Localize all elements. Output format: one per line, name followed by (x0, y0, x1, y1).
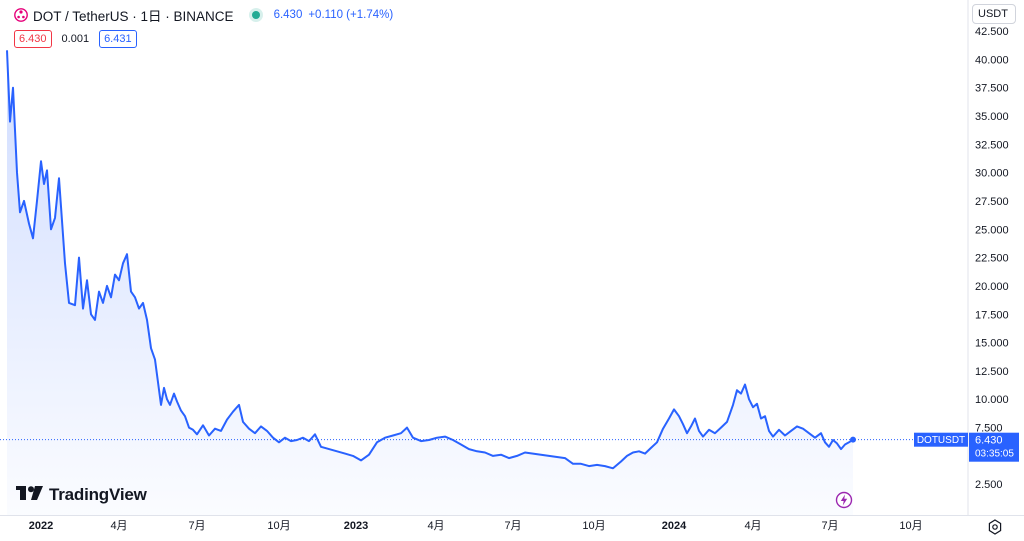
y-tick-label: 42.500 (975, 26, 1009, 38)
price-tag-value: 6.430 (975, 435, 1003, 447)
coin-icon (14, 8, 28, 22)
symbol-header[interactable]: DOT / TetherUS · 1日 · BINANCE 6.430 +0.1… (14, 5, 393, 25)
y-tick-label: 10.000 (975, 394, 1009, 406)
y-tick-label: 15.000 (975, 338, 1009, 350)
price-line (6, 50, 854, 470)
y-tick-label: 7.500 (975, 423, 1003, 435)
quote-bar: 6.430 0.001 6.431 (14, 30, 137, 48)
y-tick-label: 25.000 (975, 224, 1009, 236)
symbol-tag-label: DOTUSDT (917, 435, 965, 446)
x-tick-label: 7月 (188, 520, 205, 532)
symbol-tag (914, 432, 968, 447)
x-tick-label: 2022 (29, 520, 53, 532)
x-tick-label: 2023 (344, 520, 368, 532)
y-tick-label: 27.500 (975, 196, 1009, 208)
price-tag-box (969, 432, 1019, 462)
y-tick-label: 35.000 (975, 111, 1009, 123)
x-tick-label: 4月 (744, 520, 761, 532)
buy-price-button[interactable]: 6.431 (99, 30, 137, 48)
tradingview-logo-icon (16, 485, 43, 505)
x-tick-label: 10月 (899, 520, 922, 532)
y-tick-label: 32.500 (975, 139, 1009, 151)
y-tick-label: 30.000 (975, 168, 1009, 180)
last-price: 6.430 (273, 9, 303, 21)
spread-value: 0.001 (61, 33, 90, 45)
x-tick-label: 4月 (427, 520, 444, 532)
lightning-icon[interactable] (835, 491, 853, 509)
last-price-dot (850, 436, 856, 443)
price-change: +0.110 (+1.74%) (308, 9, 394, 21)
y-tick-label: 20.000 (975, 281, 1009, 293)
x-tick-label: 10月 (582, 520, 605, 532)
price-area (7, 50, 853, 516)
settings-icon[interactable] (986, 518, 1004, 536)
y-tick-label: 17.500 (975, 309, 1009, 321)
sell-price-button[interactable]: 6.430 (14, 30, 52, 48)
market-status-dot (251, 11, 260, 19)
x-tick-label: 7月 (821, 520, 838, 532)
price-tag-countdown: 03:35:05 (975, 449, 1014, 460)
symbol-title[interactable]: DOT / TetherUS · 1日 · BINANCE (33, 9, 234, 24)
y-tick-label: 12.500 (975, 366, 1009, 378)
tradingview-logo-text: TradingView (49, 485, 147, 504)
x-tick-label: 4月 (110, 520, 127, 532)
x-tick-label: 7月 (504, 520, 521, 532)
currency-button[interactable]: USDT (972, 4, 1016, 24)
x-tick-label: 10月 (267, 520, 290, 532)
y-tick-label: 2.500 (975, 479, 1003, 491)
price-tag: DOTUSDT 6.430 03:35:05 (914, 432, 1019, 462)
y-tick-label: 22.500 (975, 253, 1009, 265)
y-tick-label: 37.500 (975, 83, 1009, 95)
tradingview-logo[interactable]: TradingView (16, 485, 147, 505)
x-tick-label: 2024 (662, 520, 687, 532)
y-tick-label: 40.000 (975, 54, 1009, 66)
